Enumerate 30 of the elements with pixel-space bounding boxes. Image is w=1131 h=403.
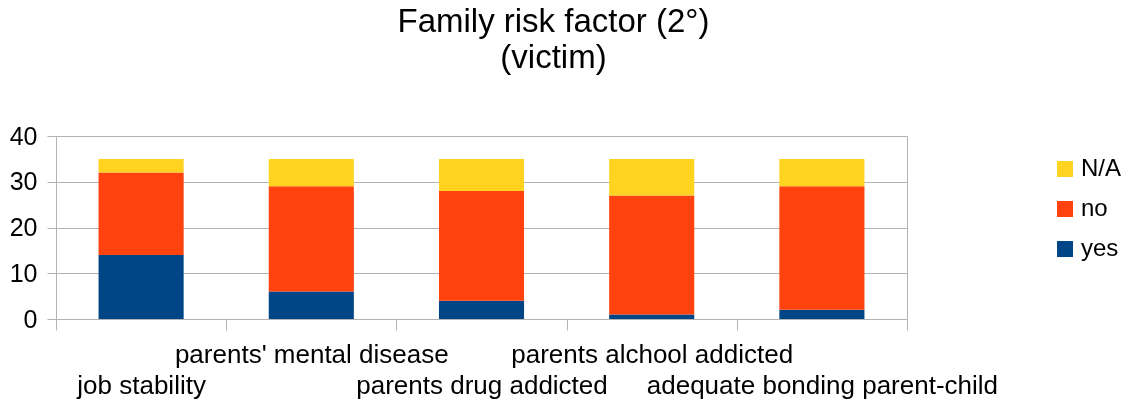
y-tick-label: 20 [9,213,38,241]
bar [609,158,695,196]
bar [98,158,184,173]
bar [779,309,865,319]
x-tick-label: job stability [76,369,206,400]
bar [268,291,354,319]
y-tick-label: 30 [9,167,38,196]
bar [438,300,525,319]
legend-label: N/A [1081,154,1122,181]
bar [268,158,354,187]
bar [609,314,695,319]
bar [438,190,525,301]
x-tick-label: parents alchool addicted [511,338,794,369]
y-tick-label: 10 [9,258,38,287]
bar [609,195,695,315]
y-tick-label: 0 [23,304,38,333]
chart-subtitle: (victim) [500,38,607,75]
bar [438,158,525,191]
x-tick-label: parents' mental disease [174,338,449,369]
bar [779,186,865,310]
legend-label: yes [1081,234,1119,261]
x-tick-label: parents drug addicted [356,369,608,400]
bar [779,158,865,187]
bar [98,172,184,255]
x-tick-label: adequate bonding parent-child [646,369,999,400]
bar [98,254,184,319]
legend-label: no [1081,194,1108,221]
y-tick-label: 40 [9,121,38,150]
bar [268,186,354,292]
chart-title: Family risk factor (2°) [397,2,710,39]
